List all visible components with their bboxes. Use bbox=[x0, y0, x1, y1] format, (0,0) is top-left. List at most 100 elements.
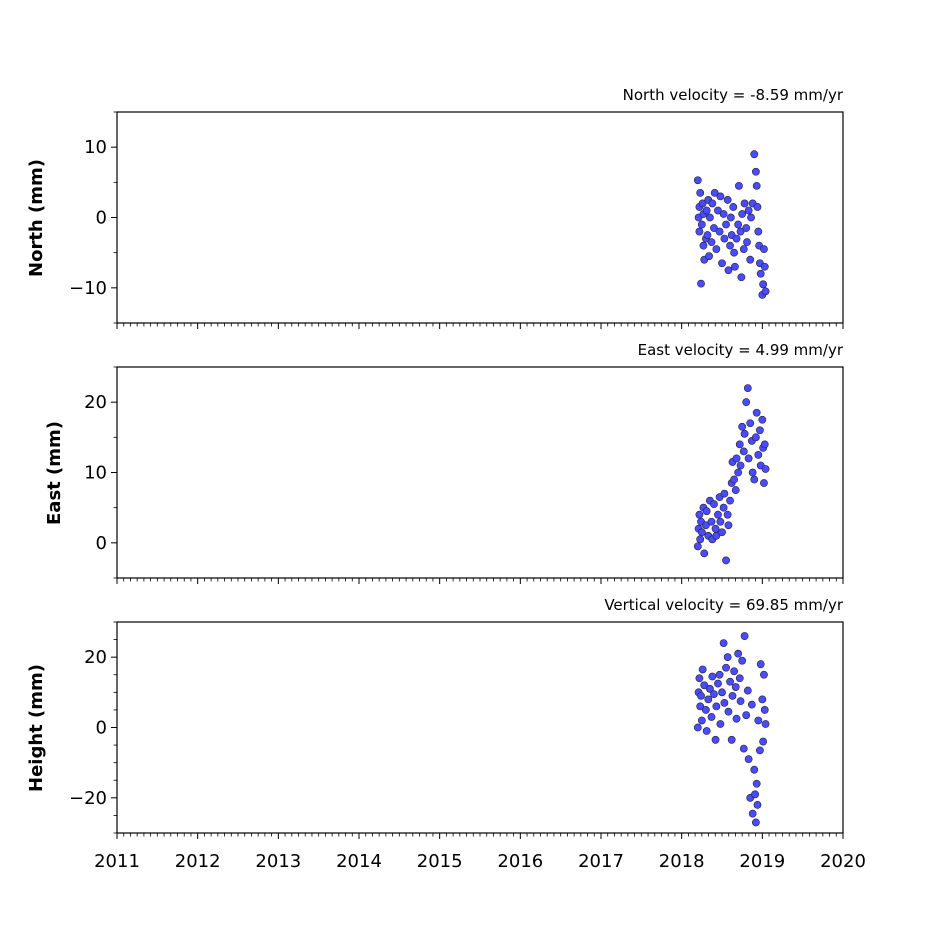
height-data-point bbox=[736, 697, 745, 706]
north-ytick-label: −10 bbox=[69, 278, 107, 299]
east-points bbox=[693, 384, 770, 565]
height-data-point bbox=[734, 649, 743, 658]
height-data-point bbox=[748, 809, 757, 818]
east-data-point bbox=[716, 517, 725, 526]
north-data-point bbox=[744, 206, 753, 215]
height-data-point bbox=[759, 737, 768, 746]
north-data-point bbox=[759, 280, 768, 289]
height-ytick-label: −20 bbox=[69, 788, 107, 809]
height-data-point bbox=[727, 735, 736, 744]
north-data-point bbox=[751, 167, 760, 176]
north-data-point bbox=[708, 199, 717, 208]
height-data-point bbox=[722, 663, 730, 672]
height-data-point bbox=[753, 800, 762, 809]
north-data-point bbox=[699, 241, 708, 250]
east-data-point bbox=[726, 496, 734, 505]
height-title: Vertical velocity = 69.85 mm/yr bbox=[604, 596, 844, 614]
north-data-point bbox=[695, 227, 704, 236]
north-data-point bbox=[760, 245, 768, 254]
east-data-point bbox=[696, 535, 705, 544]
east-data-point bbox=[730, 475, 738, 484]
height-data-point bbox=[760, 706, 769, 714]
height-data-point bbox=[711, 735, 720, 744]
north-ylabel: North (mm) bbox=[26, 159, 47, 277]
height-data-point bbox=[720, 698, 729, 707]
east-data-point bbox=[722, 556, 730, 565]
east-data-point bbox=[744, 454, 753, 463]
height-xtick-label: 2011 bbox=[94, 851, 140, 872]
east-xticks bbox=[116, 578, 844, 584]
height-data-point bbox=[726, 677, 734, 686]
north-points bbox=[693, 150, 770, 299]
height-data-point bbox=[747, 700, 756, 709]
height-yticks: 20 0 −20 bbox=[69, 621, 117, 834]
height-data-point bbox=[723, 653, 732, 662]
north-data-point bbox=[732, 234, 741, 243]
height-data-point bbox=[712, 702, 721, 711]
north-data-point bbox=[702, 206, 711, 215]
north-data-point bbox=[730, 248, 738, 257]
north-data-point bbox=[703, 231, 712, 239]
height-xtick-label: 2016 bbox=[497, 851, 543, 872]
north-data-point bbox=[760, 262, 769, 271]
east-data-point bbox=[697, 528, 706, 537]
height-xtick-label: 2019 bbox=[739, 851, 785, 872]
north-data-point bbox=[697, 279, 705, 288]
east-data-point bbox=[748, 468, 757, 477]
north-data-point bbox=[761, 287, 770, 296]
east-data-point bbox=[756, 426, 764, 435]
height-data-point bbox=[761, 720, 770, 728]
east-data-point bbox=[739, 447, 748, 456]
height-data-point bbox=[756, 660, 765, 669]
east-data-point bbox=[743, 384, 752, 392]
height-data-point bbox=[698, 665, 707, 674]
north-data-point bbox=[747, 213, 755, 222]
height-xtick-label: 2017 bbox=[578, 851, 624, 872]
east-yticks: 20 10 0 bbox=[84, 366, 117, 579]
height-data-point bbox=[742, 711, 751, 720]
height-xtick-label: 2020 bbox=[820, 851, 866, 872]
height-data-point bbox=[710, 690, 718, 698]
north-data-point bbox=[710, 224, 718, 232]
height-data-point bbox=[708, 672, 717, 681]
east-data-point bbox=[761, 465, 770, 473]
panel-east: East velocity = 4.99 mm/yr East (mm) 20 1… bbox=[44, 341, 844, 584]
north-xticks bbox=[116, 323, 844, 329]
height-data-point bbox=[760, 670, 768, 679]
north-data-point bbox=[706, 213, 714, 222]
east-data-point bbox=[758, 415, 767, 424]
height-data-point bbox=[744, 755, 753, 764]
north-data-point bbox=[726, 241, 734, 250]
height-data-point bbox=[706, 684, 714, 693]
east-data-point bbox=[752, 408, 761, 417]
north-data-point bbox=[697, 220, 706, 229]
north-data-point bbox=[742, 224, 751, 232]
north-ytick-label: 10 bbox=[84, 137, 107, 158]
east-ylabel: East (mm) bbox=[44, 421, 65, 525]
east-data-point bbox=[736, 461, 745, 470]
height-data-point bbox=[756, 746, 764, 755]
east-data-point bbox=[732, 454, 741, 463]
height-ytick-label: 0 bbox=[96, 718, 107, 739]
north-data-point bbox=[718, 259, 726, 268]
north-data-point bbox=[731, 262, 739, 271]
north-yticks: 10 0 −10 bbox=[69, 111, 117, 324]
height-data-point bbox=[724, 707, 733, 716]
east-data-point bbox=[740, 429, 749, 438]
north-data-point bbox=[698, 199, 707, 208]
height-xtick-label: 2018 bbox=[659, 851, 705, 872]
height-data-point bbox=[700, 681, 709, 690]
north-data-point bbox=[716, 192, 725, 201]
east-data-point bbox=[760, 440, 769, 449]
north-data-point bbox=[739, 245, 748, 254]
north-data-point bbox=[723, 196, 732, 204]
north-data-point bbox=[740, 199, 749, 208]
height-data-point bbox=[697, 691, 705, 700]
height-data-point bbox=[715, 670, 724, 679]
north-data-point bbox=[737, 273, 746, 282]
north-data-point bbox=[693, 176, 702, 185]
height-data-point bbox=[732, 714, 741, 723]
north-title: North velocity = -8.59 mm/yr bbox=[623, 86, 844, 104]
east-data-point bbox=[724, 521, 733, 530]
